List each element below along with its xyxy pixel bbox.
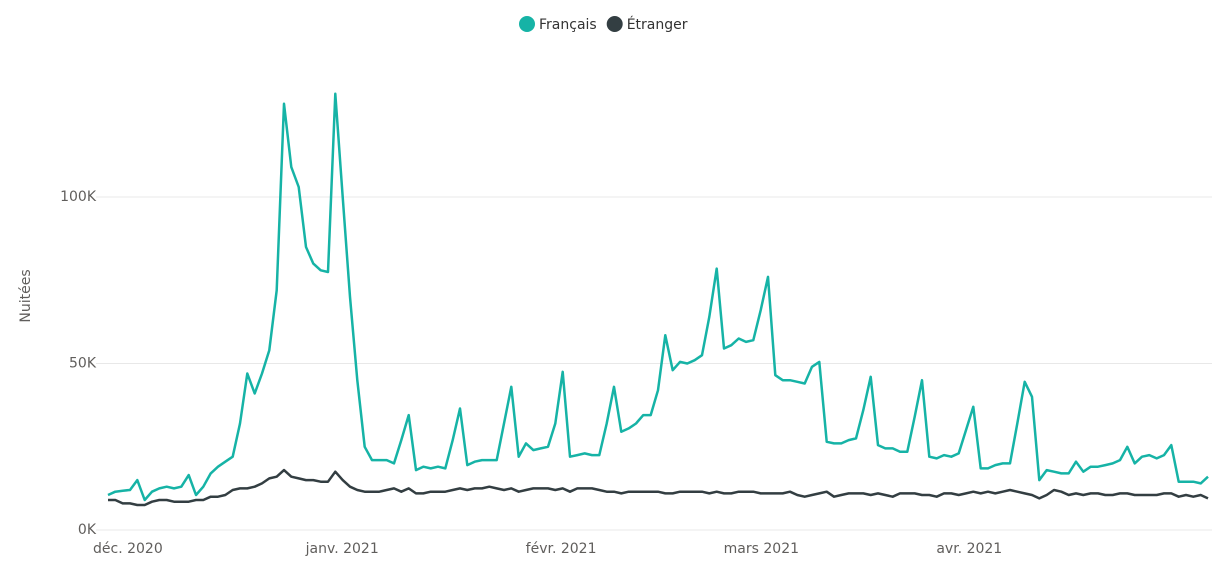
line-series bbox=[107, 92, 1209, 502]
y-tick-label: 50K bbox=[69, 356, 97, 372]
y-tick-label: 100K bbox=[60, 189, 97, 205]
legend-label: Étranger bbox=[627, 16, 688, 33]
legend: Français Étranger bbox=[519, 16, 688, 33]
y-axis-label: Nuitées bbox=[18, 269, 34, 322]
line-series bbox=[108, 468, 1209, 507]
x-tick-label: févr. 2021 bbox=[526, 541, 597, 557]
x-tick-label: avr. 2021 bbox=[936, 541, 1002, 557]
legend-marker bbox=[606, 16, 623, 32]
x-tick-label: mars 2021 bbox=[724, 541, 799, 557]
x-tick-label: déc. 2020 bbox=[93, 541, 163, 557]
legend-label: Français bbox=[539, 17, 597, 33]
y-tick-label: 0K bbox=[78, 522, 97, 538]
legend-marker bbox=[519, 16, 535, 32]
x-tick-label: janv. 2021 bbox=[305, 541, 379, 557]
